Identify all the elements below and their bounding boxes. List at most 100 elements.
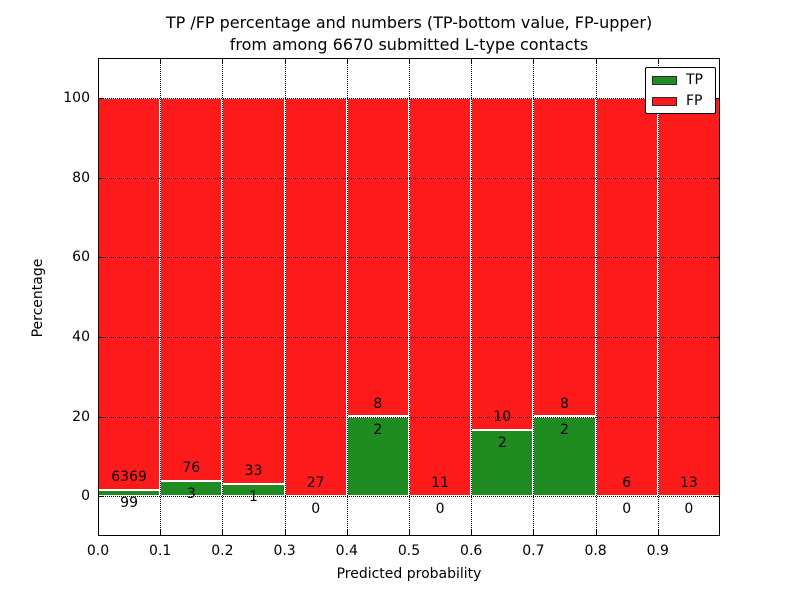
x-tick-mark-bottom-7: [533, 530, 535, 535]
bar-segment-fp-0: [98, 97, 161, 491]
tp-count-label-8: 0: [622, 501, 632, 518]
tp-count-label-5: 0: [435, 501, 445, 518]
fp-count-label-3: 27: [306, 475, 325, 492]
tp-count-label-7: 2: [560, 421, 569, 438]
x-tick-mark-top-3: [284, 59, 286, 64]
chart-title-line2: from among 6670 submitted L-type contact…: [229, 35, 589, 54]
tp-count-label-6: 2: [497, 434, 507, 451]
y-tick-label-40: 40: [72, 328, 90, 345]
bar-segment-fp-8: [595, 97, 658, 497]
x-tick-mark-bottom-5: [409, 530, 410, 535]
gridline-y-100: [98, 97, 720, 99]
fp-count-label-0: 6369: [111, 469, 147, 486]
legend-label-fp: FP: [686, 93, 703, 109]
y-axis-label: Percentage: [30, 258, 46, 338]
gridline-x-0.8: [595, 58, 597, 536]
y-tick-mark-left-100: [99, 97, 104, 99]
y-tick-label-0: 0: [81, 488, 90, 505]
gridline-y-40: [98, 336, 720, 338]
fp-count-label-9: 13: [679, 475, 698, 492]
y-tick-mark-left-80: [99, 177, 104, 179]
x-tick-label-0.1: 0.1: [149, 543, 172, 559]
y-tick-mark-right-60: [714, 257, 719, 259]
gridline-x-0.9: [657, 58, 659, 536]
x-tick-mark-bottom-9: [657, 530, 659, 535]
x-tick-mark-top-4: [346, 59, 348, 64]
tp-count-label-1: 3: [186, 486, 196, 503]
legend-swatch-fp-icon: [652, 96, 677, 106]
gridline-x-0.1: [160, 58, 162, 536]
x-tick-label-0.4: 0.4: [335, 543, 358, 559]
x-tick-label-0.9: 0.9: [646, 543, 669, 559]
x-tick-label-0.6: 0.6: [460, 543, 483, 559]
y-tick-mark-right-100: [714, 97, 719, 99]
fp-count-label-4: 8: [373, 395, 383, 412]
x-tick-mark-bottom-2: [222, 530, 224, 535]
x-tick-mark-bottom-1: [160, 530, 162, 535]
gridline-x-0.4: [346, 58, 348, 536]
chart-title: TP /FP percentage and numbers (TP-bottom…: [98, 12, 720, 56]
fp-count-label-2: 33: [244, 463, 263, 480]
x-tick-mark-bottom-10: [719, 530, 720, 535]
gridline-x-0.6: [471, 58, 473, 536]
x-tick-mark-bottom-8: [595, 530, 597, 535]
x-tick-label-0.2: 0.2: [211, 543, 234, 559]
fp-count-label-6: 10: [493, 408, 512, 425]
x-tick-mark-top-2: [222, 59, 224, 64]
bar-segment-tp-4: [346, 416, 409, 497]
gridline-x-0.7: [533, 58, 535, 536]
x-tick-label-0.5: 0.5: [397, 543, 421, 559]
bar-segment-fp-1: [160, 97, 223, 482]
y-tick-label-60: 60: [72, 249, 90, 266]
legend-label-tp: TP: [686, 72, 703, 88]
x-tick-mark-top-9: [657, 59, 659, 64]
legend-swatch-tp-icon: [652, 75, 677, 85]
fp-count-label-1: 76: [182, 460, 201, 477]
x-tick-mark-top-1: [160, 59, 162, 64]
y-tick-mark-right-80: [714, 177, 719, 179]
x-axis-label: Predicted probability: [336, 566, 482, 582]
bar-segment-fp-2: [222, 97, 285, 485]
y-tick-mark-left-40: [99, 336, 104, 338]
bar-segment-fp-3: [284, 97, 347, 497]
gridline-x-0.3: [284, 58, 286, 536]
x-tick-mark-bottom-4: [346, 530, 348, 535]
gridline-y-0: [98, 496, 720, 498]
tp-count-label-0: 99: [120, 495, 138, 512]
legend-entry-fp: FP: [652, 92, 715, 110]
fp-count-label-5: 11: [431, 475, 449, 492]
x-tick-mark-top-6: [471, 59, 473, 64]
x-tick-mark-top-10: [719, 59, 720, 64]
bar-segment-fp-6: [471, 97, 534, 430]
fp-count-label-8: 6: [622, 475, 632, 492]
gridline-y-60: [98, 257, 720, 259]
y-tick-mark-right-40: [714, 336, 719, 338]
bar-segment-fp-5: [409, 97, 472, 497]
chart-title-line1: TP /FP percentage and numbers (TP-bottom…: [165, 13, 653, 32]
x-tick-mark-top-7: [533, 59, 535, 64]
x-tick-label-0.7: 0.7: [522, 543, 545, 559]
tp-count-label-9: 0: [684, 501, 694, 518]
x-tick-mark-bottom-0: [98, 530, 99, 535]
legend-entry-tp: TP: [652, 71, 715, 89]
legend: TP FP: [645, 67, 716, 114]
gridline-x-0.5: [409, 58, 410, 536]
tp-count-label-3: 0: [311, 501, 321, 518]
bar-segment-fp-9: [657, 97, 720, 497]
x-tick-label-0.3: 0.3: [273, 543, 296, 559]
x-tick-mark-bottom-3: [284, 530, 286, 535]
gridline-y-20: [98, 416, 720, 418]
tp-count-label-4: 2: [373, 421, 383, 438]
x-tick-label-0.8: 0.8: [584, 543, 607, 559]
fp-count-label-7: 8: [560, 395, 569, 412]
y-tick-mark-right-20: [714, 416, 719, 418]
y-tick-label-100: 100: [63, 89, 90, 106]
tp-count-label-2: 1: [249, 489, 258, 506]
gridline-x-0.2: [222, 58, 224, 536]
y-tick-mark-left-0: [99, 496, 104, 498]
x-tick-label-0.0: 0.0: [86, 543, 110, 559]
x-tick-mark-top-5: [409, 59, 410, 64]
x-tick-mark-top-0: [98, 59, 99, 64]
y-tick-mark-right-0: [714, 496, 719, 498]
